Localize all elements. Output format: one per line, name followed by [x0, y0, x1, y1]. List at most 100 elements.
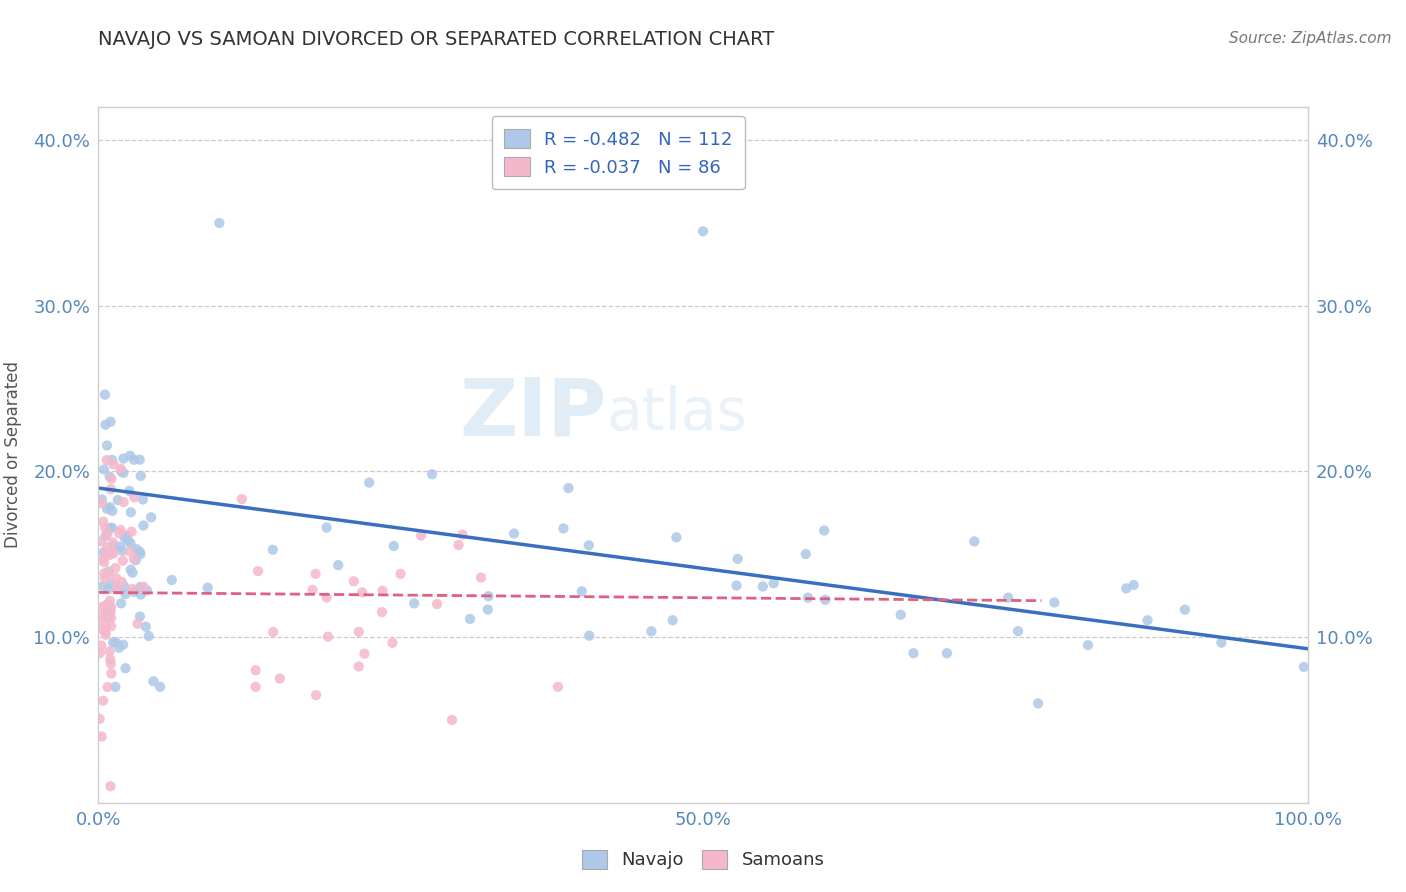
Point [1043, 595, 1066, 609]
Point [665, 530, 688, 544]
Point [98, 547, 121, 561]
Point [100, 482, 122, 496]
Point [420, 467, 443, 482]
Point [105, 582, 128, 597]
Text: atlas: atlas [606, 384, 747, 442]
Point [125, 553, 148, 567]
Point [142, 674, 165, 689]
Point [578, 629, 600, 643]
Point [118, 544, 141, 558]
Point [794, 547, 817, 561]
Point [890, 607, 912, 622]
Point [94, 529, 117, 543]
Point [262, 624, 284, 639]
Point [359, 475, 381, 490]
Point [100, 600, 122, 615]
Point [127, 616, 149, 631]
Point [111, 543, 134, 558]
Point [101, 635, 124, 649]
Point [101, 521, 124, 535]
Point [304, 566, 326, 581]
Point [90, 534, 112, 549]
Point [98, 644, 121, 658]
Point [98, 593, 121, 607]
Point [553, 521, 575, 535]
Point [129, 468, 152, 483]
Point [96, 606, 118, 620]
Point [231, 492, 253, 507]
Point [121, 582, 143, 596]
Point [118, 483, 141, 498]
Point [110, 596, 132, 610]
Point [661, 613, 683, 627]
Point [104, 561, 127, 575]
Point [138, 629, 160, 643]
Point [90, 730, 112, 744]
Point [120, 505, 142, 519]
Point [470, 570, 492, 584]
Text: NAVAJO VS SAMOAN DIVORCED OR SEPARATED CORRELATION CHART: NAVAJO VS SAMOAN DIVORCED OR SEPARATED C… [98, 30, 775, 49]
Point [103, 458, 125, 472]
Point [101, 453, 124, 467]
Point [447, 538, 470, 552]
Point [96, 438, 118, 452]
Point [96, 453, 118, 467]
Point [117, 533, 139, 548]
Point [122, 584, 145, 599]
Point [112, 638, 135, 652]
Point [1174, 602, 1197, 616]
Point [98, 469, 121, 483]
Point [1007, 624, 1029, 639]
Point [101, 535, 124, 549]
Point [118, 449, 141, 463]
Point [97, 582, 120, 596]
Point [112, 530, 135, 544]
Point [814, 592, 837, 607]
Point [132, 518, 155, 533]
Point [1211, 635, 1233, 649]
Point [129, 547, 152, 561]
Point [93, 462, 115, 476]
Point [111, 574, 134, 589]
Point [1136, 613, 1159, 627]
Point [315, 591, 337, 605]
Point [762, 576, 785, 591]
Point [371, 583, 394, 598]
Point [571, 584, 593, 599]
Point [727, 552, 749, 566]
Point [1026, 697, 1049, 711]
Point [129, 588, 152, 602]
Point [245, 663, 267, 677]
Point [96, 546, 118, 560]
Point [458, 612, 481, 626]
Point [316, 630, 339, 644]
Point [128, 452, 150, 467]
Point [451, 527, 474, 541]
Text: Source: ZipAtlas.com: Source: ZipAtlas.com [1229, 31, 1392, 46]
Point [96, 541, 118, 555]
Point [197, 581, 219, 595]
Point [124, 491, 146, 505]
Point [91, 515, 114, 529]
Point [247, 564, 270, 578]
Point [343, 574, 366, 589]
Point [98, 565, 121, 579]
Point [98, 548, 121, 562]
Point [132, 580, 155, 594]
Point [103, 547, 125, 561]
Point [93, 545, 115, 559]
Point [101, 545, 124, 559]
Point [100, 666, 122, 681]
Point [94, 387, 117, 401]
Point [139, 510, 162, 524]
Point [108, 540, 131, 554]
Point [382, 539, 405, 553]
Point [94, 521, 117, 535]
Point [1115, 582, 1137, 596]
Point [108, 526, 131, 541]
Point [752, 579, 775, 593]
Point [112, 495, 135, 509]
Point [426, 597, 449, 611]
Point [104, 680, 127, 694]
Point [725, 578, 748, 592]
